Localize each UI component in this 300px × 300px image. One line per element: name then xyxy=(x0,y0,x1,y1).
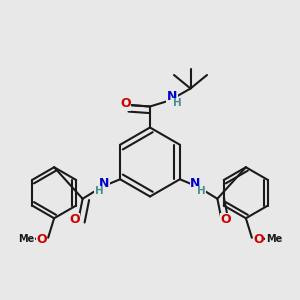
Text: O: O xyxy=(36,233,47,246)
Text: O: O xyxy=(253,233,264,246)
Text: N: N xyxy=(99,177,110,190)
Text: O: O xyxy=(220,213,231,226)
Text: H: H xyxy=(95,186,103,196)
Text: N: N xyxy=(190,177,201,190)
Text: H: H xyxy=(196,186,205,196)
Text: Me: Me xyxy=(18,234,34,244)
Text: O: O xyxy=(69,213,80,226)
Text: O: O xyxy=(120,97,131,110)
Text: N: N xyxy=(167,90,177,104)
Text: H: H xyxy=(173,98,182,109)
Text: Me: Me xyxy=(266,234,282,244)
